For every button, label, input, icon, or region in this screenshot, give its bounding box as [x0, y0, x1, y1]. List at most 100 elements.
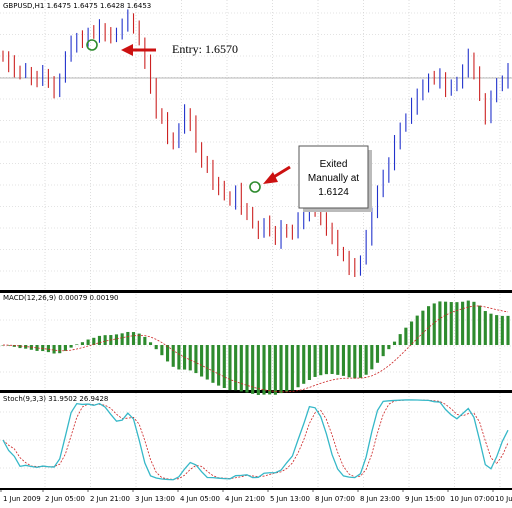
macd-bar-38: [217, 345, 221, 386]
macd-bar-57: [324, 345, 328, 375]
time-label-3: 3 Jun 13:00: [135, 495, 175, 503]
entry-annotation: Entry: 1.6570: [86, 39, 238, 56]
time-label-4: 4 Jun 05:00: [180, 495, 220, 503]
exit-arrowhead-icon: [263, 172, 278, 184]
macd-bar-77: [438, 301, 442, 345]
macd-bar-72: [409, 321, 414, 345]
macd-bar-2: [12, 345, 16, 347]
price-pane[interactable]: [2, 9, 509, 277]
macd-bar-35: [200, 345, 204, 377]
macd-bar-84: [478, 305, 482, 345]
macd-bar-48: [273, 345, 277, 395]
stoch-label: Stoch(9,3,3) 31.9502 26.9428: [3, 395, 108, 403]
entry-arrowhead-icon: [121, 44, 133, 56]
macd-label: MACD(12,26,9) 0.00079 0.00190: [3, 294, 119, 302]
time-label-7: 8 Jun 07:00: [315, 495, 355, 503]
macd-bar-73: [415, 315, 419, 345]
macd-pane[interactable]: [1, 300, 510, 395]
time-label-0: 1 Jun 2009: [3, 495, 41, 503]
macd-bar-36: [205, 345, 209, 380]
macd-bar-75: [427, 306, 431, 345]
macd-bar-26: [148, 342, 153, 345]
macd-bar-29: [165, 345, 170, 362]
time-label-6: 5 Jun 13:00: [270, 495, 310, 503]
macd-bar-18: [103, 335, 107, 345]
macd-bar-46: [262, 345, 266, 395]
macd-bar-83: [472, 301, 476, 345]
time-label-9: 9 Jun 15:00: [405, 495, 445, 503]
macd-bar-40: [228, 345, 232, 391]
stochastic-pane[interactable]: [2, 399, 509, 481]
macd-bar-71: [404, 327, 408, 345]
macd-bar-8: [46, 345, 50, 353]
macd-bar-7: [41, 345, 45, 352]
pane-separator: [0, 290, 512, 293]
price-candles: [2, 9, 509, 277]
exit-label-line-2: Manually at: [308, 173, 359, 184]
macd-bar-1: [7, 345, 11, 346]
chart-grid: [0, 0, 512, 488]
macd-bar-61: [347, 345, 351, 378]
time-axis: 1 Jun 2009 2 Jun 05:00 2 Jun 21:00 3 Jun 13…: [0, 489, 512, 503]
macd-bar-59: [336, 345, 340, 375]
macd-bar-80: [455, 302, 459, 345]
macd-bar-25: [143, 336, 147, 345]
macd-bar-74: [421, 310, 425, 345]
macd-bar-66: [375, 345, 380, 363]
macd-bar-49: [279, 345, 283, 394]
pane-separator: [0, 390, 512, 393]
macd-bar-50: [285, 345, 289, 392]
macd-bar-16: [92, 337, 96, 345]
macd-bar-12: [69, 345, 73, 348]
exit-annotation: Exited Manually at 1.6124: [249, 145, 372, 212]
macd-bar-33: [188, 345, 192, 371]
macd-bar-11: [63, 345, 67, 351]
macd-bar-23: [131, 332, 136, 345]
exit-label-line-1: Exited: [320, 159, 348, 170]
macd-signal-line: [2, 305, 509, 393]
macd-bar-51: [290, 345, 294, 391]
macd-bar-21: [120, 333, 124, 345]
macd-bar-3: [18, 345, 22, 349]
macd-bar-52: [296, 345, 300, 388]
entry-label: Entry: 1.6570: [172, 42, 238, 56]
entry-marker: [86, 39, 98, 51]
macd-bar-60: [341, 345, 346, 376]
time-label-1: 2 Jun 05:00: [45, 495, 85, 503]
chart-header: GBPUSD,H1 1.6475 1.6475 1.6428 1.6453: [3, 2, 151, 10]
macd-bar-22: [126, 331, 130, 345]
macd-bar-15: [86, 339, 90, 345]
time-label-10: 10 Jun 07:00: [450, 495, 494, 503]
pane-separators: [0, 290, 512, 490]
exit-marker: [249, 181, 261, 193]
macd-bar-44: [251, 345, 255, 394]
macd-bar-30: [171, 345, 175, 367]
macd-bar-13: [75, 344, 79, 345]
macd-bar-65: [370, 345, 374, 370]
macd-bar-86: [489, 313, 493, 345]
macd-bar-45: [256, 345, 260, 395]
time-label-11: 10 Jun 23:00: [495, 495, 512, 503]
macd-bar-34: [194, 345, 198, 374]
macd-bar-17: [97, 335, 102, 345]
macd-bar-10: [58, 345, 62, 354]
macd-bar-37: [211, 345, 215, 383]
macd-bar-55: [313, 345, 317, 377]
macd-bar-85: [483, 311, 487, 345]
macd-bar-56: [319, 345, 323, 376]
macd-bar-76: [432, 303, 436, 345]
macd-bar-79: [449, 302, 453, 345]
macd-bar-64: [364, 345, 368, 375]
exit-label-line-3: 1.6124: [318, 187, 349, 198]
macd-bar-28: [160, 345, 164, 356]
macd-bar-63: [358, 345, 363, 378]
macd-bar-20: [114, 334, 119, 345]
macd-bar-62: [353, 345, 357, 379]
macd-bar-24: [137, 333, 141, 345]
macd-bar-82: [466, 300, 470, 345]
macd-bar-47: [268, 345, 272, 395]
macd-bar-87: [495, 315, 499, 345]
macd-bar-43: [245, 345, 249, 393]
macd-bar-14: [80, 342, 84, 345]
